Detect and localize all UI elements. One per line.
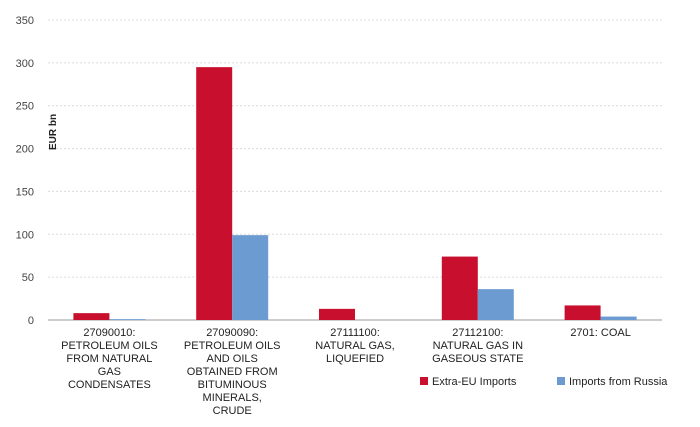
bar-extra-eu-2 — [319, 308, 355, 320]
gridlines — [48, 19, 662, 321]
legend-label: Extra-EU Imports — [432, 376, 517, 388]
legend-swatch — [557, 377, 565, 385]
y-tick-label: 300 — [16, 58, 34, 70]
bar-russia-4 — [600, 316, 637, 320]
y-axis-ticks: 0 50 100 150 200 250 300 350 — [16, 15, 34, 327]
legend: Extra-EU Imports Imports from Russia — [420, 376, 668, 388]
y-axis-label: EUR bn — [48, 114, 59, 150]
legend-label: Imports from Russia — [569, 376, 668, 388]
bar-russia-3 — [477, 289, 514, 320]
y-tick-label: 50 — [22, 272, 34, 284]
bar-extra-eu-4 — [564, 305, 601, 320]
legend-swatch — [420, 377, 428, 385]
y-tick-label: 200 — [16, 144, 34, 156]
x-axis-categories: 27090010: PETROLEUM OILS FROM NATURAL GAS CO… — [61, 327, 631, 417]
bars — [73, 67, 637, 321]
y-tick-label: 350 — [16, 15, 34, 27]
category-label: 2701: COAL — [570, 327, 631, 339]
category-label: 27112100: NATURAL GAS IN GASEOUS STATE — [432, 327, 523, 365]
bar-extra-eu-3 — [441, 256, 478, 320]
bar-extra-eu-0 — [73, 313, 110, 320]
bar-extra-eu-1 — [196, 67, 233, 321]
bar-russia-0 — [109, 319, 146, 320]
y-tick-label: 150 — [16, 186, 34, 198]
y-tick-label: 0 — [28, 315, 34, 327]
category-label: 27090010: PETROLEUM OILS FROM NATURAL GAS CO… — [61, 327, 158, 391]
y-tick-label: 250 — [16, 101, 34, 113]
category-label: 27111100: NATURAL GAS, LIQUEFIED — [315, 327, 394, 365]
category-label: 27090090: PETROLEUM OILS AND OILS OBTAINED … — [184, 327, 281, 417]
bar-russia-1 — [232, 235, 269, 320]
y-tick-label: 100 — [16, 229, 34, 241]
